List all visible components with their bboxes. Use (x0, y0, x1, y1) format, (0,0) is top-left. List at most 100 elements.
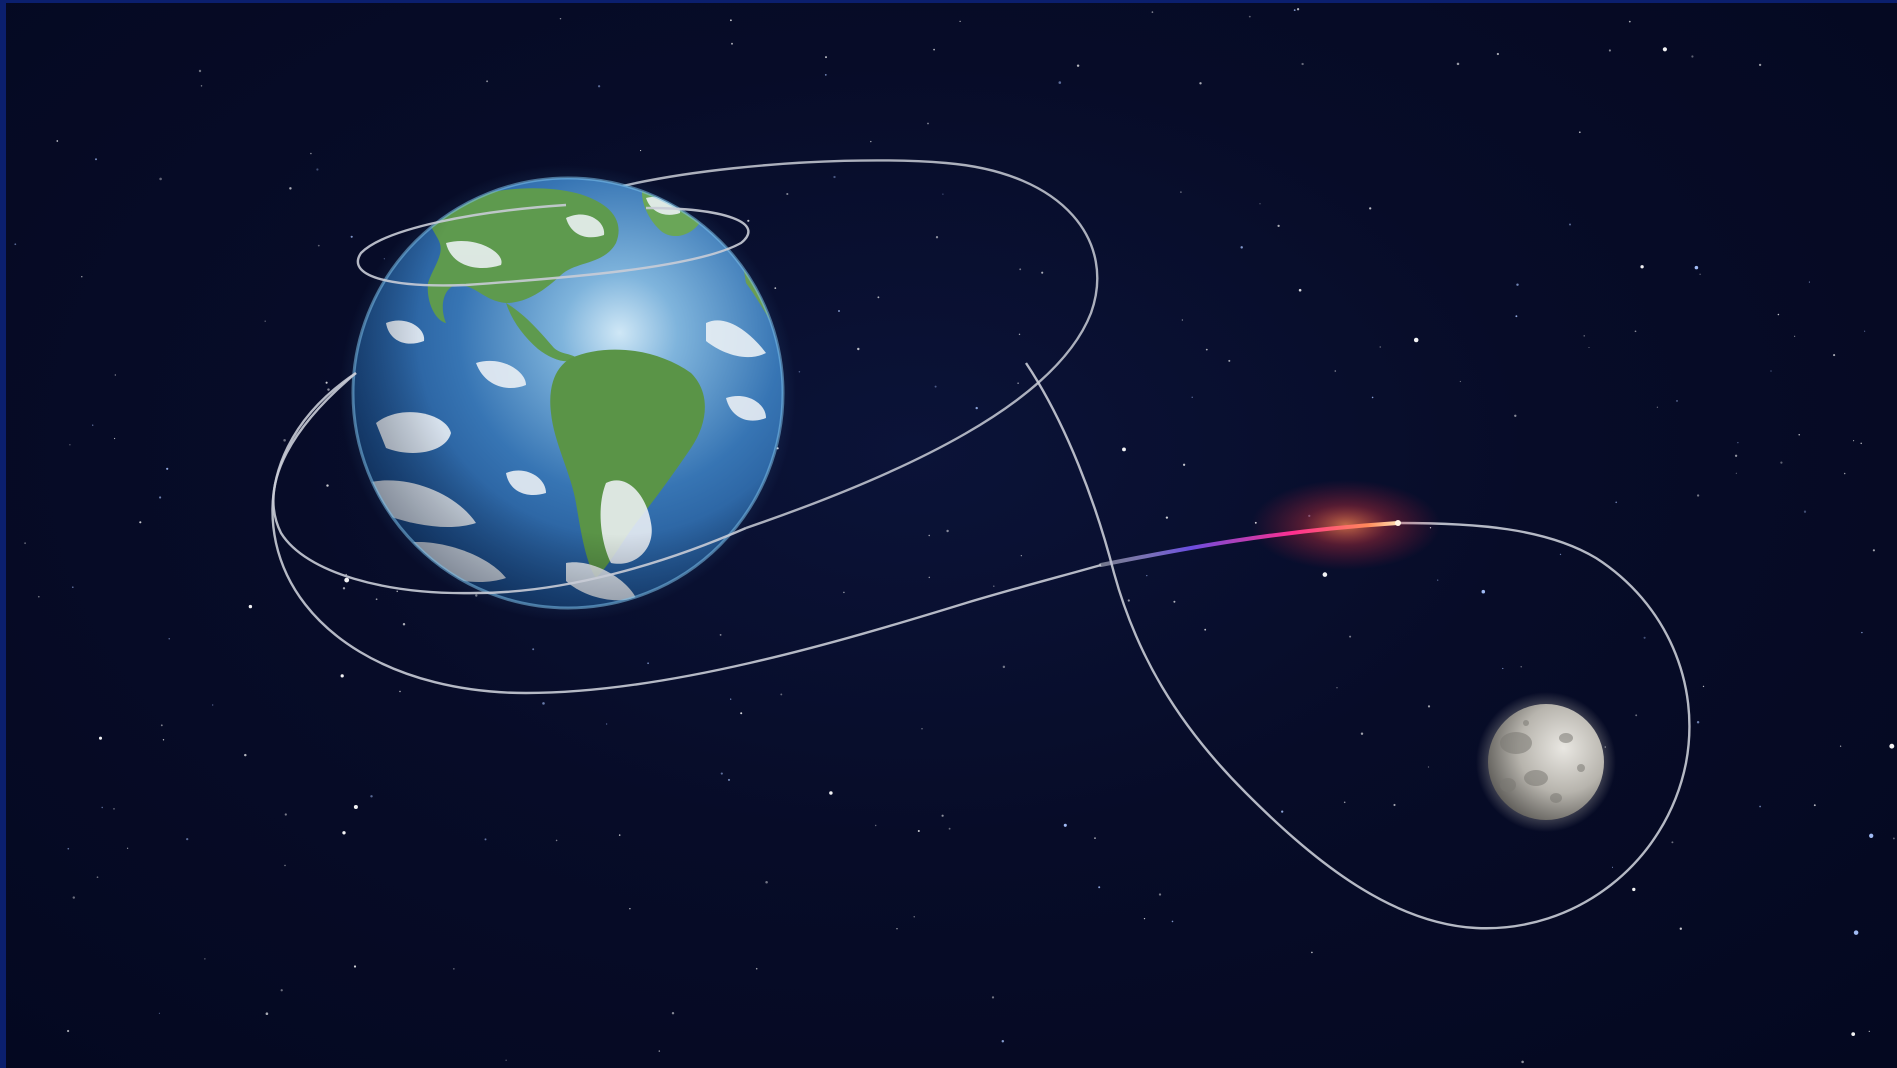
star (1777, 313, 1780, 316)
star (1643, 636, 1646, 639)
star (934, 385, 937, 388)
star (1311, 951, 1313, 954)
star (837, 309, 841, 313)
star (941, 814, 944, 817)
star (1656, 406, 1659, 408)
star (1181, 319, 1184, 321)
star (1833, 354, 1836, 357)
star (139, 521, 142, 524)
star (1259, 203, 1261, 205)
star (829, 791, 833, 795)
star (353, 804, 358, 810)
star (1146, 574, 1148, 577)
star (1001, 1040, 1005, 1043)
star (342, 831, 346, 835)
star (159, 496, 162, 499)
star (1702, 685, 1705, 688)
star (1679, 927, 1682, 930)
star (1369, 207, 1372, 210)
star (1180, 191, 1182, 193)
star (14, 243, 17, 246)
star (1559, 553, 1562, 556)
earth (340, 165, 796, 621)
star (928, 576, 931, 579)
star (1676, 399, 1678, 402)
star (1868, 1030, 1870, 1033)
star (340, 674, 344, 678)
star (727, 778, 731, 781)
star (730, 698, 732, 700)
star (606, 723, 608, 725)
trajectory-front (271, 203, 1691, 930)
star (71, 586, 74, 589)
star (946, 529, 949, 533)
star (350, 235, 353, 238)
star (1578, 131, 1581, 134)
star (896, 928, 898, 930)
star (1514, 414, 1517, 417)
star (1734, 454, 1738, 457)
star (375, 598, 378, 601)
star (342, 587, 346, 590)
star (720, 772, 723, 775)
star (113, 808, 115, 810)
star (505, 1059, 507, 1061)
star (289, 187, 292, 190)
star (1277, 224, 1280, 228)
star (1336, 687, 1338, 689)
star (37, 595, 40, 598)
star (399, 690, 401, 693)
star (1696, 720, 1700, 724)
star (66, 1029, 70, 1033)
star (1301, 62, 1304, 66)
star (198, 69, 202, 73)
star (671, 1011, 675, 1015)
star (935, 236, 939, 239)
star (833, 175, 836, 179)
star (843, 591, 845, 594)
star (317, 244, 320, 247)
star (248, 604, 253, 609)
star (126, 847, 129, 849)
star (1634, 330, 1637, 333)
star (1843, 472, 1846, 475)
star (1481, 589, 1486, 594)
star (975, 406, 978, 410)
star (1611, 866, 1614, 868)
star (786, 192, 789, 196)
star (1143, 917, 1146, 920)
star (1583, 335, 1585, 337)
star (344, 577, 350, 583)
star (1204, 628, 1207, 631)
star (1496, 52, 1500, 56)
star (647, 662, 649, 665)
star (1794, 335, 1796, 337)
star (1413, 337, 1419, 343)
star (927, 122, 929, 125)
star (81, 276, 83, 278)
star (1002, 665, 1006, 669)
star (1615, 501, 1618, 504)
star (484, 838, 487, 841)
star (1588, 346, 1590, 349)
star (825, 56, 827, 59)
star (56, 140, 59, 142)
star (1515, 315, 1518, 318)
star (1371, 396, 1374, 399)
star (991, 996, 995, 999)
star (1803, 510, 1807, 513)
scene-illustration (14, 8, 1895, 1064)
star (1298, 288, 1302, 292)
star (244, 753, 247, 757)
star (933, 48, 935, 51)
star (877, 296, 880, 299)
star (1240, 246, 1243, 249)
star (1459, 380, 1462, 383)
star (1502, 667, 1504, 670)
star (1343, 801, 1346, 804)
star (1122, 447, 1126, 452)
star (1427, 766, 1430, 768)
star (1872, 549, 1875, 552)
star (1864, 330, 1866, 332)
star (629, 908, 631, 910)
